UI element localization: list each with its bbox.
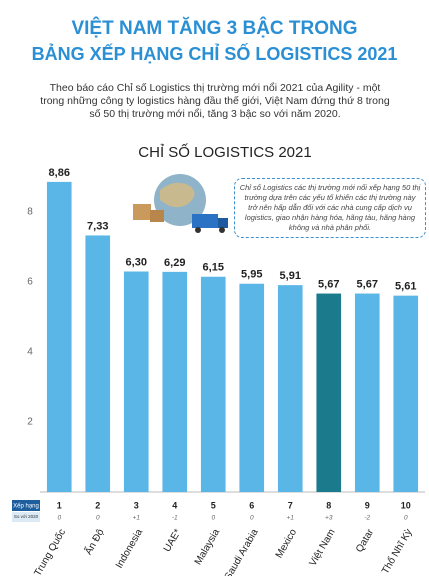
- rank: 9: [365, 500, 370, 510]
- value-label: 7,33: [87, 220, 108, 232]
- x-tick-label: Việt Nam: [308, 527, 338, 568]
- value-label: 5,61: [395, 281, 416, 293]
- rank: 4: [172, 500, 177, 510]
- x-tick-label: UAE*: [162, 527, 184, 554]
- x-tick-label: Ấn Độ: [81, 526, 106, 557]
- x-tick-label: Trung Quốc: [32, 527, 69, 576]
- rank-change: +1: [133, 515, 141, 522]
- bar: [278, 285, 303, 492]
- rank-change: 0: [96, 515, 100, 522]
- rank: 2: [95, 500, 100, 510]
- chart-title: CHỈ SỐ LOGISTICS 2021: [138, 143, 311, 161]
- value-label: 5,67: [318, 278, 339, 290]
- rank: 8: [326, 500, 331, 510]
- value-label: 5,91: [280, 270, 301, 282]
- rank-label: Xếp hạng: [13, 504, 39, 510]
- rank: 1: [57, 500, 62, 510]
- x-tick-label: Mexico: [274, 527, 300, 560]
- illustration: [133, 174, 228, 233]
- title-line: VIỆT NAM TĂNG 3 BẬC TRONG: [0, 18, 429, 40]
- rank-change: +3: [325, 515, 333, 522]
- description: Theo báo cáo Chỉ số Logistics thị trường…: [40, 82, 390, 121]
- page: CHỈ SỐ LOGISTICS 2021 Xếp hạng So với 20…: [0, 0, 429, 576]
- rank: 5: [211, 500, 216, 510]
- value-label: 6,30: [126, 256, 147, 268]
- rank-change: +1: [287, 515, 295, 522]
- bar: [239, 284, 264, 492]
- rank: 6: [249, 500, 254, 510]
- value-label: 8,86: [49, 167, 70, 179]
- bar: [355, 294, 380, 492]
- y-tick-label: 4: [27, 347, 33, 358]
- rank: 10: [401, 500, 411, 510]
- x-tick-label: Thổ Nhĩ Kỳ: [379, 527, 414, 576]
- y-tick-label: 2: [27, 417, 33, 428]
- value-label: 5,95: [241, 269, 262, 281]
- x-tick-label: Indonesia: [114, 527, 145, 570]
- value-label: 6,29: [164, 257, 185, 269]
- bar: [393, 296, 418, 492]
- y-tick-label: 6: [27, 277, 33, 288]
- bar: [85, 235, 110, 492]
- bar: [47, 182, 72, 492]
- bar: [201, 277, 226, 492]
- rank: 3: [134, 500, 139, 510]
- bar: [162, 272, 187, 492]
- rank-change: -1: [172, 515, 178, 522]
- value-label: 5,67: [357, 278, 378, 290]
- rank-change: 0: [404, 515, 408, 522]
- rank-change: 0: [57, 515, 61, 522]
- value-label: 6,15: [203, 262, 224, 274]
- bar: [124, 272, 149, 493]
- y-tick-label: 8: [27, 207, 33, 218]
- change-label: So với 2020: [14, 514, 39, 519]
- annotation: Chỉ số Logistics các thị trường mới nổi …: [234, 178, 426, 238]
- rank-change: -2: [364, 515, 370, 522]
- rank-change: 0: [211, 515, 215, 522]
- x-tick-label: Malaysia: [193, 527, 222, 567]
- bar: [316, 294, 341, 492]
- title-line: BẢNG XẾP HẠNG CHỈ SỐ LOGISTICS 2021: [0, 44, 429, 65]
- rank-change: 0: [250, 515, 254, 522]
- rank: 7: [288, 500, 293, 510]
- x-tick-label: Qatar: [354, 527, 376, 555]
- x-tick-label: Saudi Arabia: [223, 527, 261, 576]
